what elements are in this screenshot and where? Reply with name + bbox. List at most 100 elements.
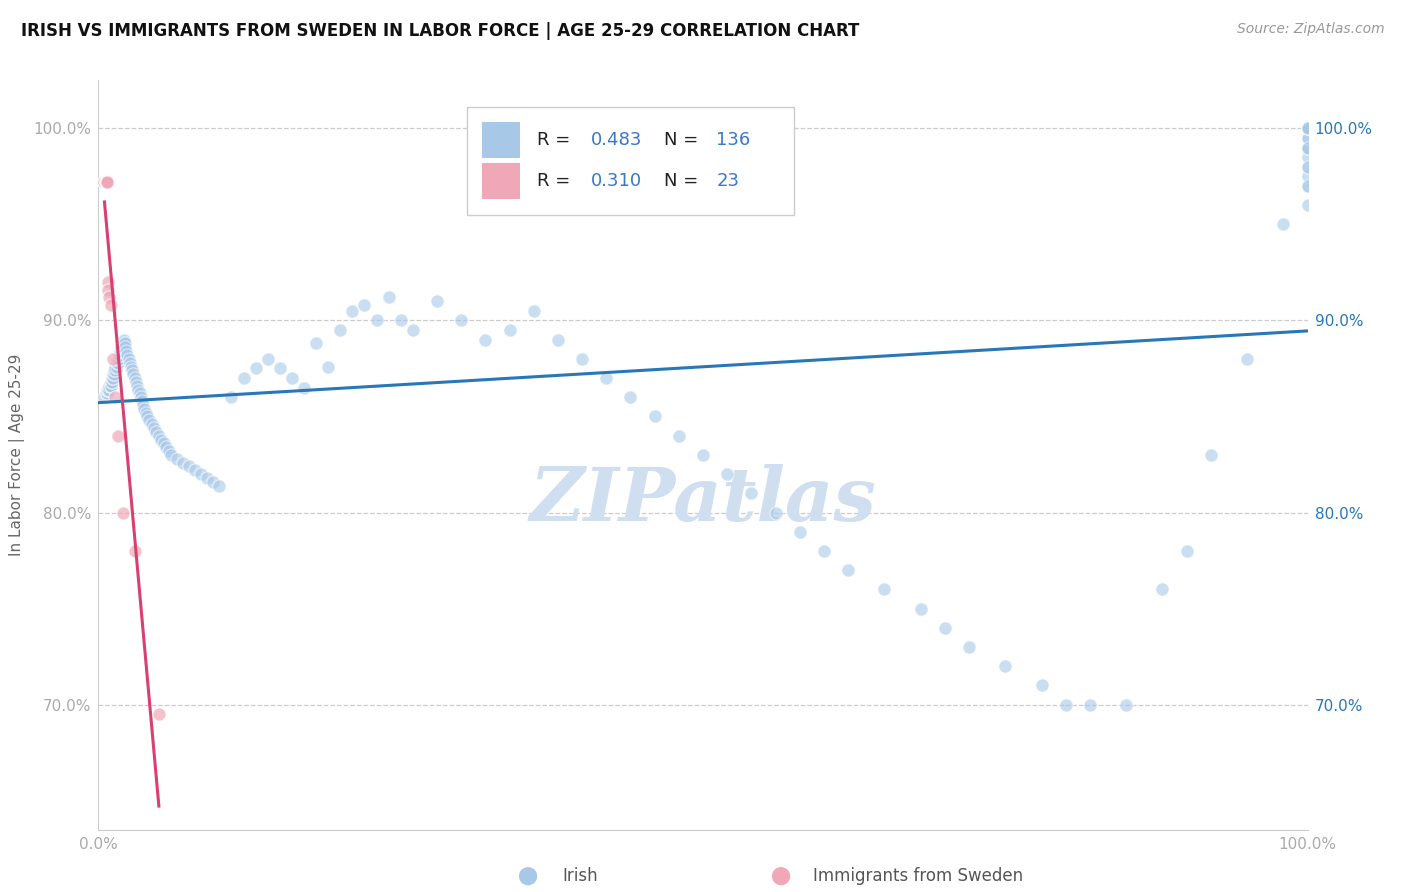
Point (1296, 198, 1319, 212)
Text: ZIPatlas: ZIPatlas (530, 464, 876, 536)
Point (172, 456, 194, 470)
Point (1296, 131, 1319, 145)
Text: N =: N = (664, 172, 704, 190)
Point (644, 409, 666, 424)
Point (124, 544, 146, 558)
Text: Irish: Irish (562, 867, 598, 885)
Text: R =: R = (537, 172, 576, 190)
Point (124, 371, 146, 385)
Point (1296, 121, 1319, 136)
Point (94, 175, 117, 189)
Point (1199, 448, 1222, 462)
Point (94, 386, 117, 401)
Point (141, 417, 163, 432)
Point (1296, 169, 1319, 184)
Point (873, 582, 896, 597)
Point (129, 390, 152, 404)
Point (221, 390, 243, 404)
Point (281, 371, 304, 385)
Point (108, 351, 131, 366)
Point (121, 363, 143, 377)
Point (994, 659, 1017, 673)
Point (190, 467, 212, 482)
Point (110, 340, 132, 354)
Point (789, 524, 811, 539)
Point (523, 303, 546, 318)
Point (1236, 351, 1258, 366)
FancyBboxPatch shape (482, 122, 520, 158)
Point (97, 283, 120, 297)
Point (93, 175, 115, 189)
Point (98, 378, 121, 392)
Point (316, 359, 339, 374)
Point (426, 294, 449, 309)
Point (837, 563, 859, 577)
Point (131, 394, 153, 409)
Point (150, 433, 173, 447)
Point (1296, 121, 1319, 136)
Point (132, 398, 155, 412)
Point (813, 544, 835, 558)
Point (619, 390, 641, 404)
Point (96, 383, 118, 397)
Point (107, 428, 129, 442)
Point (104, 390, 127, 404)
Point (94, 175, 117, 189)
Point (100, 378, 122, 392)
Point (98, 290, 121, 304)
Point (100, 378, 122, 392)
Point (111, 336, 134, 351)
Point (107, 356, 129, 370)
Point (1078, 698, 1101, 712)
Point (1152, 582, 1174, 597)
Point (957, 640, 980, 654)
Point (450, 313, 472, 327)
Point (474, 333, 496, 347)
Text: R =: R = (537, 131, 576, 149)
Point (934, 621, 956, 635)
Text: 0.310: 0.310 (591, 172, 641, 190)
Point (100, 375, 122, 389)
Point (1296, 160, 1319, 174)
Point (127, 378, 149, 392)
Point (195, 471, 218, 485)
Point (134, 401, 156, 416)
Point (107, 351, 129, 366)
Point (112, 333, 135, 347)
Point (96, 175, 118, 189)
Point (115, 344, 138, 359)
Point (1031, 678, 1053, 692)
Point (127, 383, 149, 397)
Point (152, 436, 174, 450)
Point (98, 383, 121, 397)
Point (97, 383, 120, 397)
Point (668, 428, 690, 442)
Point (716, 467, 738, 482)
Point (120, 359, 142, 374)
Point (740, 486, 762, 500)
Point (94, 175, 117, 189)
Point (765, 506, 787, 520)
Point (166, 451, 188, 466)
Point (108, 348, 131, 362)
Point (1296, 121, 1319, 136)
Point (256, 351, 278, 366)
Point (1054, 698, 1077, 712)
Point (389, 313, 412, 327)
Point (353, 298, 375, 312)
Point (100, 371, 122, 385)
Text: 0.483: 0.483 (591, 131, 643, 149)
Point (93, 390, 115, 404)
Point (117, 348, 139, 362)
Point (145, 425, 167, 439)
Text: Immigrants from Sweden: Immigrants from Sweden (813, 867, 1022, 885)
Point (94, 175, 117, 189)
Point (1296, 178, 1319, 193)
Point (108, 344, 131, 359)
Point (1296, 150, 1319, 164)
Point (135, 406, 157, 420)
Point (101, 368, 124, 382)
Point (111, 506, 134, 520)
Text: ⬤: ⬤ (770, 867, 790, 885)
Point (103, 363, 125, 377)
